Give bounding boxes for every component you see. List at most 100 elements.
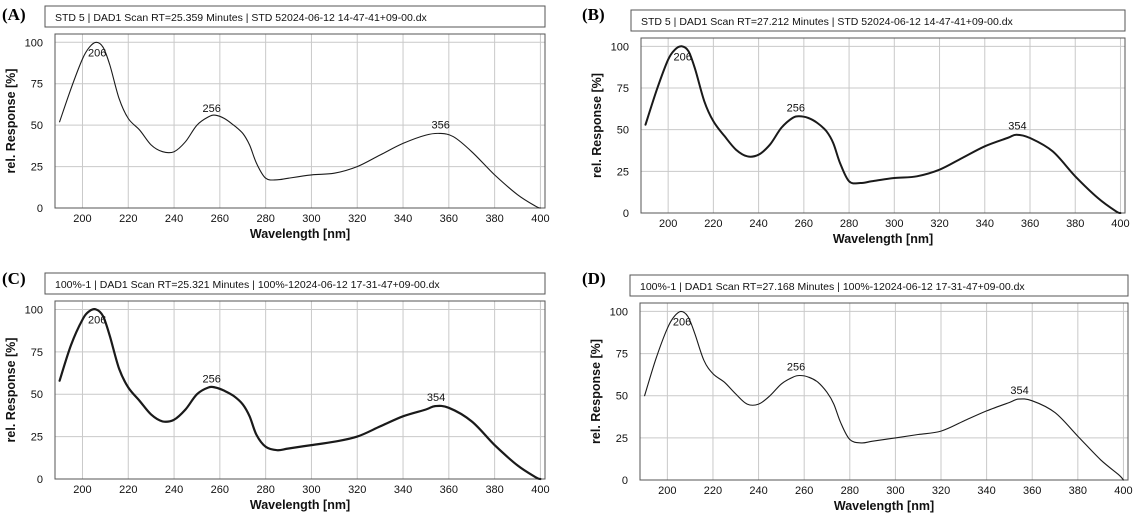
- x-tick-label: 320: [348, 484, 366, 496]
- panel-a: (A) STD 5 | DAD1 Scan RT=25.359 Minutes |…: [2, 5, 550, 241]
- y-tick-label: 0: [623, 208, 629, 220]
- x-tick-label: 300: [302, 213, 320, 225]
- x-axis-label: Wavelength [nm]: [250, 498, 350, 512]
- x-tick-label: 360: [440, 484, 458, 496]
- y-tick-label: 50: [616, 391, 628, 403]
- spectrum-line: [644, 310, 1124, 481]
- x-tick-label: 200: [659, 218, 677, 230]
- x-tick-label: 320: [930, 218, 948, 230]
- y-tick-label: 100: [25, 304, 43, 316]
- panel-label: (B): [582, 5, 605, 24]
- x-tick-label: 260: [211, 213, 229, 225]
- panel-d: (D) 100%-1 | DAD1 Scan RT=27.168 Minutes …: [582, 269, 1133, 513]
- title-box: [44, 272, 546, 295]
- title-box: [629, 274, 1129, 297]
- x-tick-label: 300: [885, 218, 903, 230]
- x-axis-label: Wavelength [nm]: [834, 499, 934, 513]
- x-tick-label: 220: [704, 485, 722, 497]
- x-tick-label: 220: [704, 218, 722, 230]
- chart-title: 100%-1 | DAD1 Scan RT=25.321 Minutes | 1…: [55, 279, 440, 291]
- spectrum-line: [644, 45, 1122, 214]
- y-tick-label: 25: [31, 162, 43, 174]
- peak-label: 356: [431, 119, 449, 131]
- x-tick-label: 380: [1069, 485, 1087, 497]
- peak-label: 206: [674, 51, 692, 63]
- x-tick-label: 400: [531, 213, 549, 225]
- x-tick-label: 340: [394, 484, 412, 496]
- y-axis-label: rel. Response [%]: [4, 338, 18, 443]
- panel-c: (C) 100%-1 | DAD1 Scan RT=25.321 Minutes …: [2, 269, 550, 512]
- peak-label: 256: [203, 373, 221, 385]
- y-tick-label: 75: [616, 349, 628, 361]
- chart-title: STD 5 | DAD1 Scan RT=25.359 Minutes | ST…: [55, 12, 428, 24]
- title-box: [630, 9, 1126, 32]
- x-tick-label: 200: [658, 485, 676, 497]
- x-tick-label: 360: [440, 213, 458, 225]
- y-tick-label: 50: [31, 389, 43, 401]
- y-tick-label: 75: [31, 347, 43, 359]
- y-tick-label: 50: [31, 120, 43, 132]
- spectrum-line: [59, 41, 541, 209]
- x-tick-label: 260: [795, 218, 813, 230]
- y-tick-label: 0: [37, 474, 43, 486]
- peak-label: 206: [88, 47, 106, 59]
- panel-b: (B) STD 5 | DAD1 Scan RT=27.212 Minutes |…: [582, 5, 1130, 246]
- x-tick-label: 280: [256, 213, 274, 225]
- y-tick-label: 0: [37, 203, 43, 215]
- x-axis-label: Wavelength [nm]: [833, 232, 933, 246]
- x-tick-label: 240: [749, 485, 767, 497]
- panel-label: (D): [582, 269, 606, 288]
- x-tick-label: 400: [1111, 218, 1129, 230]
- title-box: [44, 5, 546, 28]
- peak-label: 354: [1010, 385, 1028, 397]
- x-tick-label: 260: [795, 485, 813, 497]
- chart-title: 100%-1 | DAD1 Scan RT=27.168 Minutes | 1…: [640, 281, 1025, 293]
- x-tick-label: 240: [165, 484, 183, 496]
- panel-label: (C): [2, 269, 26, 288]
- x-tick-label: 280: [256, 484, 274, 496]
- peak-label: 354: [1008, 121, 1026, 133]
- peak-label: 256: [787, 102, 805, 114]
- x-tick-label: 400: [531, 484, 549, 496]
- peak-label: 354: [427, 392, 445, 404]
- y-tick-label: 100: [611, 41, 629, 53]
- x-tick-label: 220: [119, 213, 137, 225]
- x-tick-label: 360: [1021, 218, 1039, 230]
- panel-label: (A): [2, 5, 26, 24]
- spectrum-line: [58, 308, 542, 481]
- y-tick-label: 100: [25, 37, 43, 49]
- x-tick-label: 300: [302, 484, 320, 496]
- peak-label: 256: [203, 103, 221, 115]
- x-tick-label: 220: [119, 484, 137, 496]
- x-tick-label: 360: [1023, 485, 1041, 497]
- peak-label: 256: [787, 361, 805, 373]
- y-tick-label: 50: [617, 125, 629, 137]
- x-tick-label: 200: [73, 213, 91, 225]
- x-tick-label: 400: [1114, 485, 1132, 497]
- x-tick-label: 340: [977, 485, 995, 497]
- x-tick-label: 320: [348, 213, 366, 225]
- y-tick-label: 75: [617, 83, 629, 95]
- plot-area: [639, 302, 1129, 481]
- y-tick-label: 25: [31, 432, 43, 444]
- x-tick-label: 280: [840, 218, 858, 230]
- y-tick-label: 25: [617, 166, 629, 178]
- y-tick-label: 0: [622, 475, 628, 487]
- y-axis-label: rel. Response [%]: [589, 339, 603, 444]
- y-tick-label: 25: [616, 433, 628, 445]
- x-axis-label: Wavelength [nm]: [250, 227, 350, 241]
- x-tick-label: 200: [73, 484, 91, 496]
- x-tick-label: 240: [165, 213, 183, 225]
- x-tick-label: 380: [485, 213, 503, 225]
- x-tick-label: 380: [1066, 218, 1084, 230]
- peak-label: 206: [673, 316, 691, 328]
- peak-label: 206: [88, 314, 106, 326]
- y-tick-label: 75: [31, 79, 43, 91]
- y-tick-label: 100: [610, 306, 628, 318]
- x-tick-label: 320: [932, 485, 950, 497]
- x-tick-label: 380: [485, 484, 503, 496]
- x-tick-label: 280: [841, 485, 859, 497]
- x-tick-label: 340: [394, 213, 412, 225]
- x-tick-label: 340: [976, 218, 994, 230]
